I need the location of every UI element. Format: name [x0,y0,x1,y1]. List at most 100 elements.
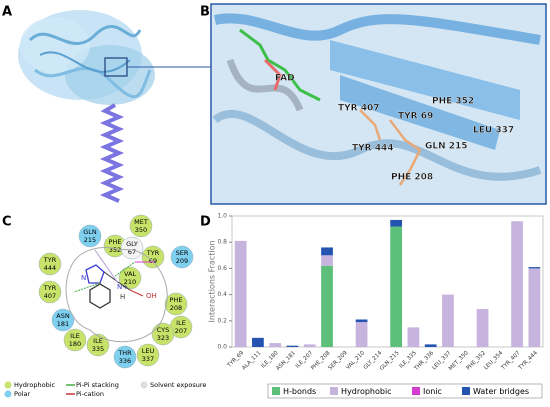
legend-swatch [272,387,280,395]
residue-name: TYR [43,256,57,264]
residue-name: ILE [70,332,80,340]
legend-swatch [330,387,338,395]
residue-label: TYR 407 [338,104,380,114]
x-tick-label: ALA_111 [241,350,262,371]
residue-node [113,345,137,369]
residue-node [120,236,144,260]
residue-name: TYR [43,284,57,292]
residue-name: MET [134,218,148,226]
bar-segment [424,344,437,347]
bar-segment [528,268,541,347]
bar-segment [355,319,368,323]
bar-segment [321,265,333,347]
legend-label: Solvent exposure [150,381,206,389]
bar-segment [407,327,420,347]
atom-label: N+ [117,283,128,291]
bar-segment [269,343,282,347]
residue-number: 407 [44,292,56,300]
bar-segment [286,345,299,347]
residue-name: THR [117,349,132,357]
bar-segment [476,309,489,347]
residue-number: 444 [44,264,56,272]
legend-label: Ionic [423,387,442,396]
bar-segment [252,337,264,347]
residue-number: 215 [84,236,96,244]
legend-swatch [140,381,148,389]
residue-label: PHE 352 [432,97,474,107]
atom-label: OH [146,292,157,300]
legend-label: Pi-Pi stacking [76,381,119,389]
x-tick-label: GLN_215 [379,350,401,372]
residue-number: 210 [124,278,136,286]
residue-node [170,245,194,269]
residue-name: TYR [146,249,160,257]
atom-label: H [120,293,125,301]
residue-number: 181 [57,320,69,328]
legend-label: Water bridges [473,387,529,396]
y-tick-label: 0.2 [217,317,227,324]
legend-label: H-bonds [283,387,316,396]
legend-label: Hydrophobic [341,387,392,396]
residue-name: PHE [109,238,122,246]
y-tick-label: 0.8 [217,239,227,246]
bar-segment [303,344,316,347]
residue-label: PHE 208 [391,173,433,183]
residue-number: 337 [142,355,154,363]
residue-node [86,333,110,357]
residue-name: ASN [56,312,70,320]
residue-name: PHE [170,296,183,304]
interaction-diagram [65,247,168,343]
residue-name: VAL [124,270,136,278]
protein-overview [18,10,211,203]
residue-name: ILE [93,337,103,345]
residue-label: TYR 444 [352,144,394,154]
panel-label: B [200,5,210,20]
residue-node [118,266,142,290]
y-tick-label: 0.0 [217,344,227,351]
residue-name: ILE [176,319,186,327]
residue-node [38,280,62,304]
bar-segment [390,219,403,227]
residue-node [151,322,175,346]
residue-label: TYR 69 [398,112,433,122]
y-tick-label: 0.4 [217,291,227,298]
legend-swatch [462,387,470,395]
bar-segment [321,247,333,256]
legend-swatch [4,381,12,389]
x-tick-label: TYR_444 [517,350,539,372]
legend-label: Pi-cation [76,390,104,398]
residue-number: 180 [69,340,81,348]
residue-name: SER [176,249,189,257]
plot-frame [231,215,544,348]
residue-label: LEU 337 [473,126,514,136]
residue-number: 352 [109,246,121,254]
residue-label: FAD [275,74,295,84]
legend-label: Polar [14,390,30,398]
bar-segment [528,267,541,269]
atom-label: N [81,274,86,282]
bar-segment [355,322,368,347]
panel-label: C [2,215,12,230]
bar-segment [321,255,333,266]
residue-number: 209 [176,257,188,265]
y-tick-label: 0.6 [217,265,227,272]
residue-node [63,328,87,352]
panel-label: A [2,5,12,20]
residue-name: GLN [83,228,97,236]
residue-node [38,252,62,276]
residue-node [129,214,153,238]
residue-node [136,343,160,367]
y-axis-label: Interactions Fraction [208,240,217,322]
residue-node [78,224,102,248]
residue-number: 208 [170,304,182,312]
residue-name: GLY [126,240,138,248]
residue-node [51,308,75,332]
legend-label: Hydrophobic [14,381,56,389]
legend-swatch [412,387,420,395]
residue-number: 335 [92,345,104,353]
panel-label: D [200,215,211,230]
residue-name: LEU [142,347,155,355]
legend-swatch [4,390,12,398]
